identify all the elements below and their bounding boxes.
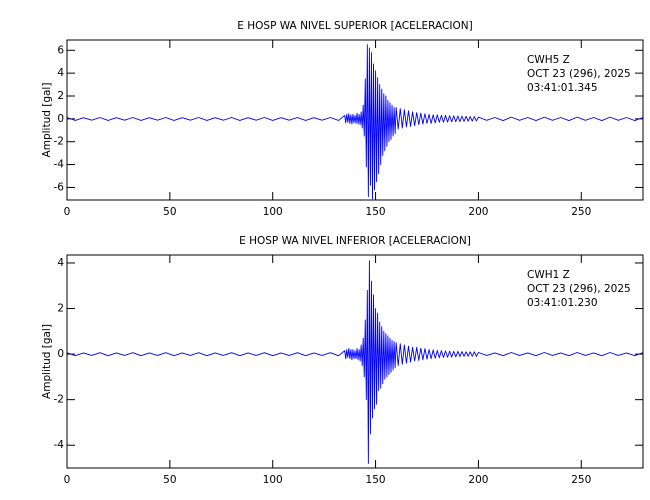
plot-frame bbox=[66, 254, 644, 469]
x-tick-label: 100 bbox=[263, 474, 283, 486]
y-tick-label: 4 bbox=[57, 67, 64, 79]
x-tick-label: 100 bbox=[263, 206, 283, 218]
x-tick-label: 200 bbox=[468, 474, 488, 486]
waveform bbox=[66, 44, 644, 200]
x-tick-label: 250 bbox=[571, 206, 591, 218]
y-tick-label: 6 bbox=[57, 44, 64, 56]
y-tick-label: -6 bbox=[54, 181, 65, 193]
y-tick-label: 2 bbox=[57, 303, 64, 315]
x-tick-label: 200 bbox=[468, 206, 488, 218]
x-tick-label: 0 bbox=[64, 474, 71, 486]
annotation: 03:41:01.345 bbox=[527, 82, 598, 94]
x-tick-label: 250 bbox=[571, 474, 591, 486]
y-tick-label: 4 bbox=[57, 257, 64, 269]
y-tick-label: 0 bbox=[57, 113, 64, 125]
y-tick-label: -4 bbox=[54, 439, 65, 451]
plot-frame bbox=[66, 39, 644, 201]
chart-title: E HOSP WA NIVEL INFERIOR [ACELERACION] bbox=[239, 235, 471, 247]
y-axis-label: Amplitud [gal] bbox=[41, 83, 53, 158]
y-tick-label: 0 bbox=[57, 348, 64, 360]
waveform bbox=[66, 260, 644, 464]
chart-title: E HOSP WA NIVEL SUPERIOR [ACELERACION] bbox=[237, 20, 472, 32]
annotation: CWH1 Z bbox=[527, 269, 570, 281]
y-tick-label: 2 bbox=[57, 90, 64, 102]
x-tick-label: 150 bbox=[366, 474, 386, 486]
annotation: CWH5 Z bbox=[527, 54, 570, 66]
x-tick-label: 150 bbox=[366, 206, 386, 218]
x-tick-label: 50 bbox=[163, 206, 176, 218]
annotation: OCT 23 (296), 2025 bbox=[527, 283, 631, 295]
y-axis-label: Amplitud [gal] bbox=[41, 324, 53, 399]
annotation: 03:41:01.230 bbox=[527, 297, 598, 309]
y-tick-label: -4 bbox=[54, 159, 65, 171]
x-tick-label: 50 bbox=[163, 474, 176, 486]
y-tick-label: -2 bbox=[54, 394, 64, 406]
annotation: OCT 23 (296), 2025 bbox=[527, 68, 631, 80]
x-tick-label: 0 bbox=[64, 206, 71, 218]
y-tick-label: -2 bbox=[54, 136, 64, 148]
